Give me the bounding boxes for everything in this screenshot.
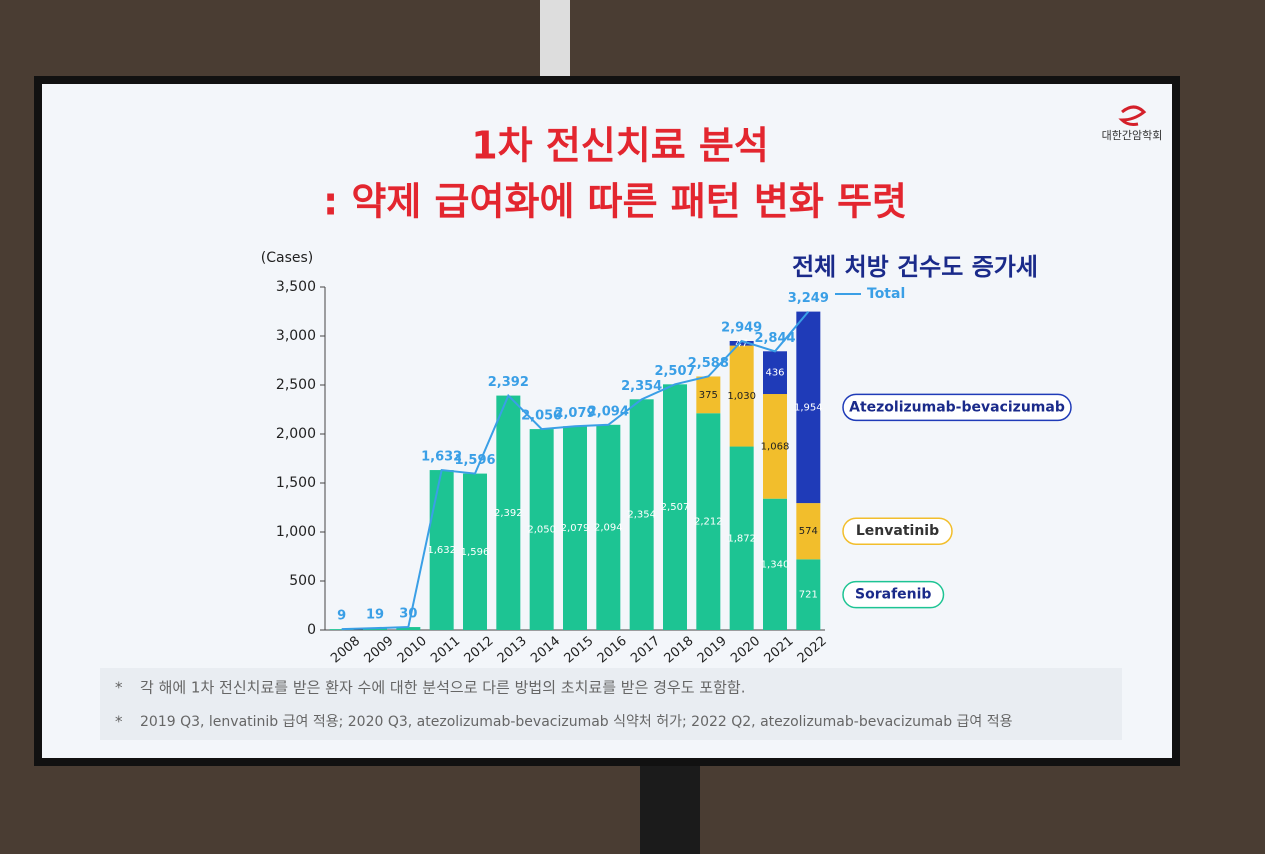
y-tick-label: 2,000: [276, 426, 316, 442]
bar: [763, 498, 787, 630]
y-tick-label: 0: [307, 622, 316, 638]
total-label: 19: [366, 608, 384, 623]
legend-label: Total: [867, 286, 905, 302]
total-line: [341, 310, 810, 631]
bar: [629, 399, 654, 630]
total-label: 9: [337, 609, 346, 624]
logo-mark: [1118, 105, 1147, 126]
value-label: 2,507: [661, 502, 690, 513]
bar: [663, 384, 687, 630]
total-label: 3,249: [788, 291, 829, 306]
legend-label: Lenvatinib: [856, 523, 939, 539]
value-label: 1,030: [727, 391, 756, 402]
logo: 대한간암학회: [1102, 129, 1163, 142]
total-label: 1,632: [421, 450, 462, 465]
total-label: 2,392: [488, 375, 529, 390]
value-label: 2,079: [561, 523, 590, 534]
bar: [729, 446, 754, 630]
bar: [729, 340, 754, 346]
total-label: 2,949: [721, 320, 762, 335]
total-label: 2,507: [654, 364, 695, 379]
bar: [396, 627, 421, 630]
y-tick-label: 2,500: [276, 377, 316, 393]
bar: [763, 351, 787, 395]
value-label: 1,632: [427, 545, 456, 556]
value-label: 436: [765, 368, 784, 379]
value-label: 2,392: [494, 508, 523, 519]
legend-label: Sorafenib: [855, 587, 931, 603]
total-label: 2,588: [688, 356, 729, 371]
value-label: 375: [699, 390, 718, 401]
total-label: 30: [399, 607, 417, 622]
bar: [563, 426, 587, 630]
y-axis-label: (Cases): [261, 250, 313, 266]
value-label: 2,050: [527, 525, 556, 536]
bar: [696, 413, 721, 630]
legend-pill: [842, 517, 953, 545]
bar: [796, 311, 821, 504]
value-label: 1,068: [761, 441, 790, 452]
title: 1차 전신치료 분석: [471, 124, 769, 168]
y-tick-label: 3,000: [276, 328, 316, 344]
value-label: 1,340: [761, 559, 790, 570]
footnote-box: [100, 668, 1122, 740]
total-label: 2,094: [588, 404, 629, 419]
bar: [496, 395, 521, 630]
footnote-marker: *: [115, 713, 123, 731]
bar: [796, 503, 821, 560]
y-tick-label: 3,500: [276, 279, 316, 295]
bar: [529, 429, 554, 630]
value-label: 721: [799, 590, 818, 601]
footnote-marker: *: [115, 679, 123, 697]
value-label: 2,212: [694, 517, 723, 528]
stand: [640, 766, 700, 854]
value-label: 1,596: [461, 547, 490, 558]
bar: [729, 345, 754, 447]
y-tick-label: 1,000: [276, 524, 316, 540]
value-label: 1,872: [727, 533, 756, 544]
window-light: [540, 0, 570, 80]
total-label: 1,596: [454, 453, 495, 468]
bar: [596, 424, 621, 630]
value-label: 2,094: [594, 522, 623, 533]
legend-pill: [842, 580, 945, 609]
footnote: 각 해에 1차 전신치료를 받은 환자 수에 대한 분석으로 다른 방법의 초치…: [140, 679, 745, 697]
title: : 약제 급여화에 따른 패턴 변화 뚜렷: [323, 180, 907, 224]
bar: [429, 470, 454, 630]
bar: [329, 629, 354, 630]
bar: [763, 394, 787, 499]
value-label: 47: [735, 338, 748, 349]
y-tick-label: 500: [289, 573, 316, 589]
y-tick-label: 1,500: [276, 475, 316, 491]
bar: [796, 559, 821, 630]
legend-pill: [842, 393, 1072, 422]
total-label: 2,354: [621, 379, 662, 394]
bar: [463, 473, 487, 630]
legend-label: Atezolizumab-bevacizumab: [849, 399, 1065, 415]
value-label: 574: [799, 526, 818, 537]
total-label: 2,844: [754, 331, 795, 346]
value-label: 2,354: [627, 510, 656, 521]
bar: [696, 376, 721, 414]
footnote: 2019 Q3, lenvatinib 급여 적용; 2020 Q3, atez…: [140, 714, 1013, 730]
value-label: 1,954: [794, 402, 823, 413]
total-label: 2,079: [554, 406, 595, 421]
annotation: 전체 처방 건수도 증가세: [792, 253, 1038, 281]
